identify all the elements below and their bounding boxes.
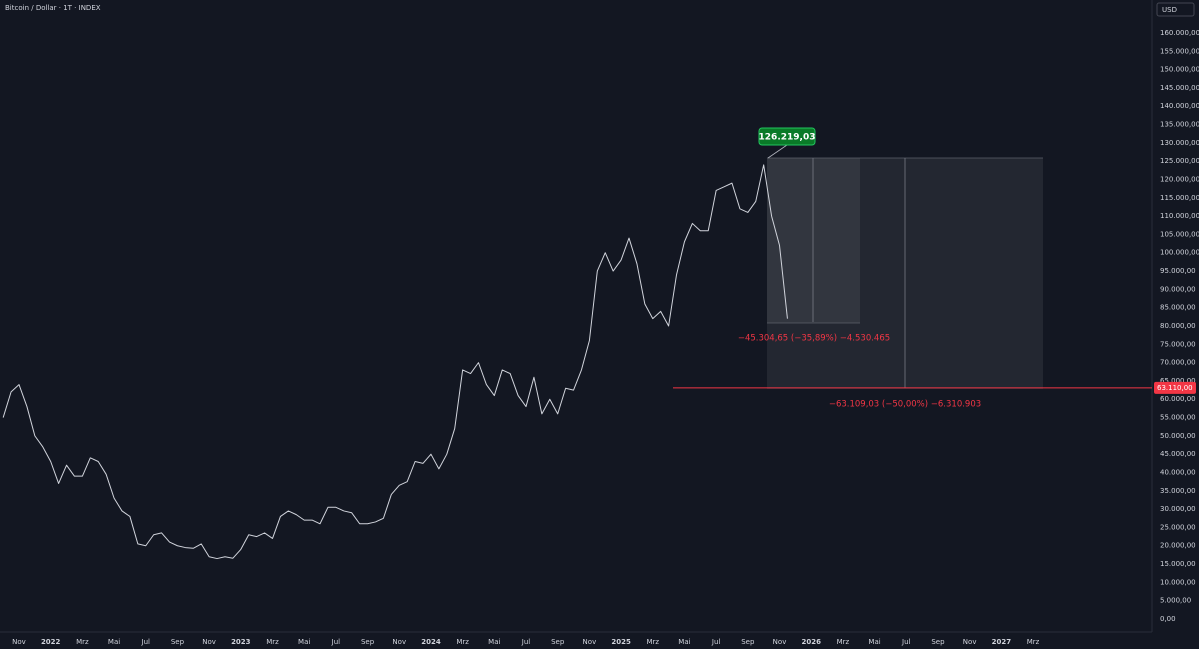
price-tag-text: 63.110,00 <box>1157 384 1193 392</box>
callout-text: 126.219,03 <box>759 133 816 143</box>
x-tick-label: Mai <box>298 638 310 646</box>
y-tick-label: 125.000,00 <box>1160 157 1199 165</box>
y-tick-label: 55.000,00 <box>1160 414 1196 422</box>
y-tick-label: 145.000,00 <box>1160 84 1199 92</box>
callout-box <box>758 127 816 146</box>
y-tick-label: 130.000,00 <box>1160 139 1199 147</box>
x-tick-label: Nov <box>583 638 597 646</box>
x-tick-label: Nov <box>773 638 787 646</box>
x-tick-label: Mrz <box>266 638 279 646</box>
y-tick-label: 10.000,00 <box>1160 578 1196 586</box>
x-tick-label: Mrz <box>837 638 850 646</box>
x-tick-label: Jul <box>521 638 531 646</box>
y-tick-label: 40.000,00 <box>1160 468 1196 476</box>
x-tick-label: Nov <box>963 638 977 646</box>
x-tick-label: Nov <box>202 638 216 646</box>
x-tick-label: Sep <box>171 638 185 646</box>
x-tick-label: Jul <box>141 638 151 646</box>
y-tick-label: 50.000,00 <box>1160 432 1196 440</box>
y-tick-label: 35.000,00 <box>1160 487 1196 495</box>
currency: USD <box>1162 6 1177 14</box>
x-tick-label: Jul <box>901 638 911 646</box>
y-tick-label: 105.000,00 <box>1160 230 1199 238</box>
x-tick-label: Mai <box>488 638 500 646</box>
y-tick-label: 25.000,00 <box>1160 523 1196 531</box>
y-tick-label: 80.000,00 <box>1160 322 1196 330</box>
y-tick-label: 60.000,00 <box>1160 395 1196 403</box>
x-tick-label: Nov <box>12 638 26 646</box>
y-tick-label: 20.000,00 <box>1160 542 1196 550</box>
currency-box[interactable] <box>1156 2 1195 17</box>
x-tick-label: Sep <box>741 638 755 646</box>
x-tick-label: 2023 <box>231 638 251 646</box>
x-tick-label: Mrz <box>456 638 469 646</box>
y-tick-label: 160.000,00 <box>1160 29 1199 37</box>
x-tick-label: 2026 <box>801 638 821 646</box>
y-tick-label: 95.000,00 <box>1160 267 1196 275</box>
measure-label: −63.109,03 (−50,00%) −6.310.903 <box>829 400 981 410</box>
measure-box <box>767 158 860 323</box>
x-tick-label: Jul <box>331 638 341 646</box>
x-tick-label: Mai <box>678 638 690 646</box>
x-tick-label: Nov <box>392 638 406 646</box>
price-tag <box>1154 381 1196 394</box>
callout-line <box>767 144 788 159</box>
x-tick-label: Mrz <box>646 638 659 646</box>
y-tick-label: 135.000,00 <box>1160 121 1199 129</box>
x-tick-label: Mai <box>108 638 120 646</box>
y-tick-label: 5.000,00 <box>1160 597 1191 605</box>
y-tick-label: 45.000,00 <box>1160 450 1196 458</box>
y-tick-label: 110.000,00 <box>1160 212 1199 220</box>
y-tick-label: 0,00 <box>1160 615 1176 623</box>
y-tick-label: 120.000,00 <box>1160 175 1199 183</box>
x-tick-label: Mrz <box>1027 638 1040 646</box>
y-tick-label: 100.000,00 <box>1160 249 1199 257</box>
y-tick-label: 30.000,00 <box>1160 505 1196 513</box>
x-tick-label: Sep <box>931 638 945 646</box>
y-tick-label: 75.000,00 <box>1160 340 1196 348</box>
y-tick-label: 115.000,00 <box>1160 194 1199 202</box>
price-line <box>2 164 788 560</box>
x-tick-label: 2025 <box>611 638 631 646</box>
x-tick-label: Jul <box>711 638 721 646</box>
x-tick-label: 2027 <box>992 638 1012 646</box>
x-tick-label: 2022 <box>41 638 61 646</box>
y-tick-label: 15.000,00 <box>1160 560 1196 568</box>
y-tick-label: 85.000,00 <box>1160 304 1196 312</box>
y-tick-label: 65.000,00 <box>1160 377 1196 385</box>
x-tick-label: Mai <box>868 638 880 646</box>
y-tick-label: 70.000,00 <box>1160 359 1196 367</box>
y-tick-label: 90.000,00 <box>1160 285 1196 293</box>
measure-label: −45.304,65 (−35,89%) −4.530.465 <box>738 334 890 344</box>
x-tick-label: 2024 <box>421 638 441 646</box>
y-tick-label: 155.000,00 <box>1160 47 1199 55</box>
x-tick-label: Sep <box>361 638 375 646</box>
y-tick-label: 140.000,00 <box>1160 102 1199 110</box>
y-tick-label: 150.000,00 <box>1160 66 1199 74</box>
x-tick-label: Sep <box>551 638 565 646</box>
chart-title: Bitcoin / Dollar · 1T · INDEX <box>5 4 101 12</box>
x-tick-label: Mrz <box>76 638 89 646</box>
